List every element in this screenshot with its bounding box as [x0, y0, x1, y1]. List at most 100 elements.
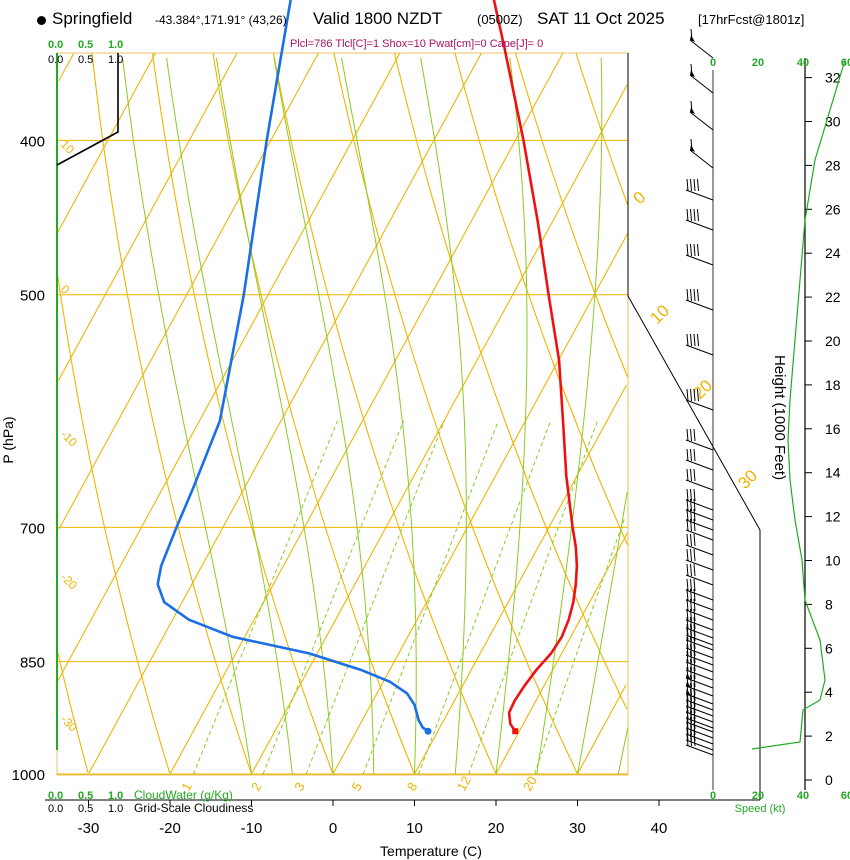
height-tick-label: 2	[825, 728, 833, 744]
moist-adiabat-line	[617, 727, 629, 775]
height-tick-label: 26	[825, 201, 841, 217]
moist-adiabat-line	[495, 57, 528, 775]
barb-pennant	[690, 35, 695, 42]
height-tick-label: 28	[825, 157, 841, 173]
barb-shaft	[685, 619, 714, 631]
x-tick-label: -20	[159, 820, 181, 837]
wind-barb	[685, 616, 714, 639]
left-temp-label: -20	[58, 570, 80, 592]
barb-feather	[693, 658, 696, 672]
wind-barb	[685, 388, 714, 411]
barb-shaft	[689, 39, 714, 59]
wind-speed-line	[751, 59, 846, 750]
barb-shaft	[685, 609, 714, 621]
barb-feather	[690, 733, 692, 747]
cloud-tick-bottom: 0.0	[48, 803, 63, 815]
wind-barb	[689, 100, 714, 131]
barb-feather	[690, 498, 692, 512]
x-tick-label: 0	[329, 820, 337, 837]
isotherm-label: 0	[629, 188, 649, 208]
barb-shaft	[685, 589, 714, 601]
barb-feather	[690, 650, 692, 664]
barb-feather	[693, 588, 696, 602]
speed-tick-bottom: 0	[710, 790, 716, 802]
barb-shaft	[685, 459, 714, 471]
dewpoint-line	[156, 0, 429, 733]
pressure-tick-label: 1000	[12, 767, 45, 784]
barb-feather	[693, 616, 696, 630]
barb-feather	[686, 388, 689, 402]
cloud-tick-bottom-green: 0.0	[48, 790, 63, 802]
wind-barb	[685, 563, 714, 586]
cloud-tick-bottom: 0.5	[78, 803, 93, 815]
barb-shaft	[685, 744, 714, 756]
barb-feather	[686, 428, 689, 442]
barb-feather	[693, 508, 696, 522]
barb-feather	[686, 518, 689, 532]
barb-feather	[686, 643, 689, 657]
mixing-ratio-label: 5	[348, 780, 365, 794]
barb-feather	[693, 643, 696, 657]
utc-time: (0500Z)	[477, 12, 523, 27]
height-tick-label: 20	[825, 333, 841, 349]
barb-feather	[686, 733, 689, 747]
isotherm-line	[333, 232, 629, 774]
barb-feather	[693, 518, 696, 532]
wind-barb	[685, 733, 714, 756]
forecast-hour: [17hrFcst@1801z]	[698, 12, 805, 27]
barb-feather	[690, 548, 692, 562]
station-name: Springfield	[52, 9, 133, 28]
barb-feather	[686, 578, 689, 592]
isotherm-line	[414, 384, 627, 774]
barb-feather	[693, 674, 696, 688]
barb-feather	[690, 628, 692, 642]
barb-feather	[686, 533, 689, 547]
barb-feather	[693, 548, 696, 562]
barb-feather	[690, 428, 692, 442]
isotherm-line	[88, 52, 482, 774]
profiles	[156, 0, 579, 735]
barb-feather	[690, 518, 692, 532]
barb-shaft	[685, 399, 714, 411]
station-bullet-icon	[37, 16, 46, 25]
mixing-ratio-lines: 1 2 3 5 8 12 20	[178, 420, 626, 794]
left-temp-label: -10	[58, 427, 80, 449]
barb-shaft	[685, 499, 714, 511]
cloud-tick-top: 1.0	[108, 54, 123, 66]
height-tick-label: 32	[825, 70, 841, 86]
moist-adiabat-line	[122, 57, 252, 775]
moist-adiabat-line	[420, 57, 467, 775]
isotherm-line	[496, 532, 628, 774]
speed-tick-top: 60	[841, 57, 850, 69]
barb-shaft	[685, 299, 714, 311]
barb-feather	[686, 548, 689, 562]
barb-feather	[690, 448, 692, 462]
barb-feather	[693, 243, 696, 257]
height-tick-label: 10	[825, 553, 841, 569]
barb-shaft	[685, 189, 714, 201]
barb-feather	[693, 608, 696, 622]
height-tick-label: 30	[825, 114, 841, 130]
wind-barb	[685, 650, 714, 673]
mixing-ratio-label: 12	[454, 773, 474, 793]
barb-feather	[693, 468, 696, 482]
height-tick-label: 0	[825, 772, 833, 788]
mixing-ratio-line	[534, 517, 626, 775]
barb-feather	[690, 563, 692, 577]
barb-feather	[693, 208, 696, 222]
barb-feather	[686, 608, 689, 622]
height-axis-label: Height (1000 Feet)	[771, 355, 788, 480]
dry-adiabat-line	[272, 52, 497, 774]
height-tick-label: 22	[825, 289, 841, 305]
isotherm-label: 20	[689, 376, 716, 403]
plot-frame	[56, 52, 629, 776]
barb-feather	[686, 628, 689, 642]
dry-adiabat-line	[91, 52, 252, 774]
barb-shaft	[685, 544, 714, 556]
dry-adiabat-line	[454, 52, 629, 546]
barb-feather	[690, 243, 692, 257]
wind-barb	[689, 138, 714, 169]
height-tick-label: 12	[825, 509, 841, 525]
height-tick-label: 16	[825, 421, 841, 437]
barb-shaft	[685, 599, 714, 611]
